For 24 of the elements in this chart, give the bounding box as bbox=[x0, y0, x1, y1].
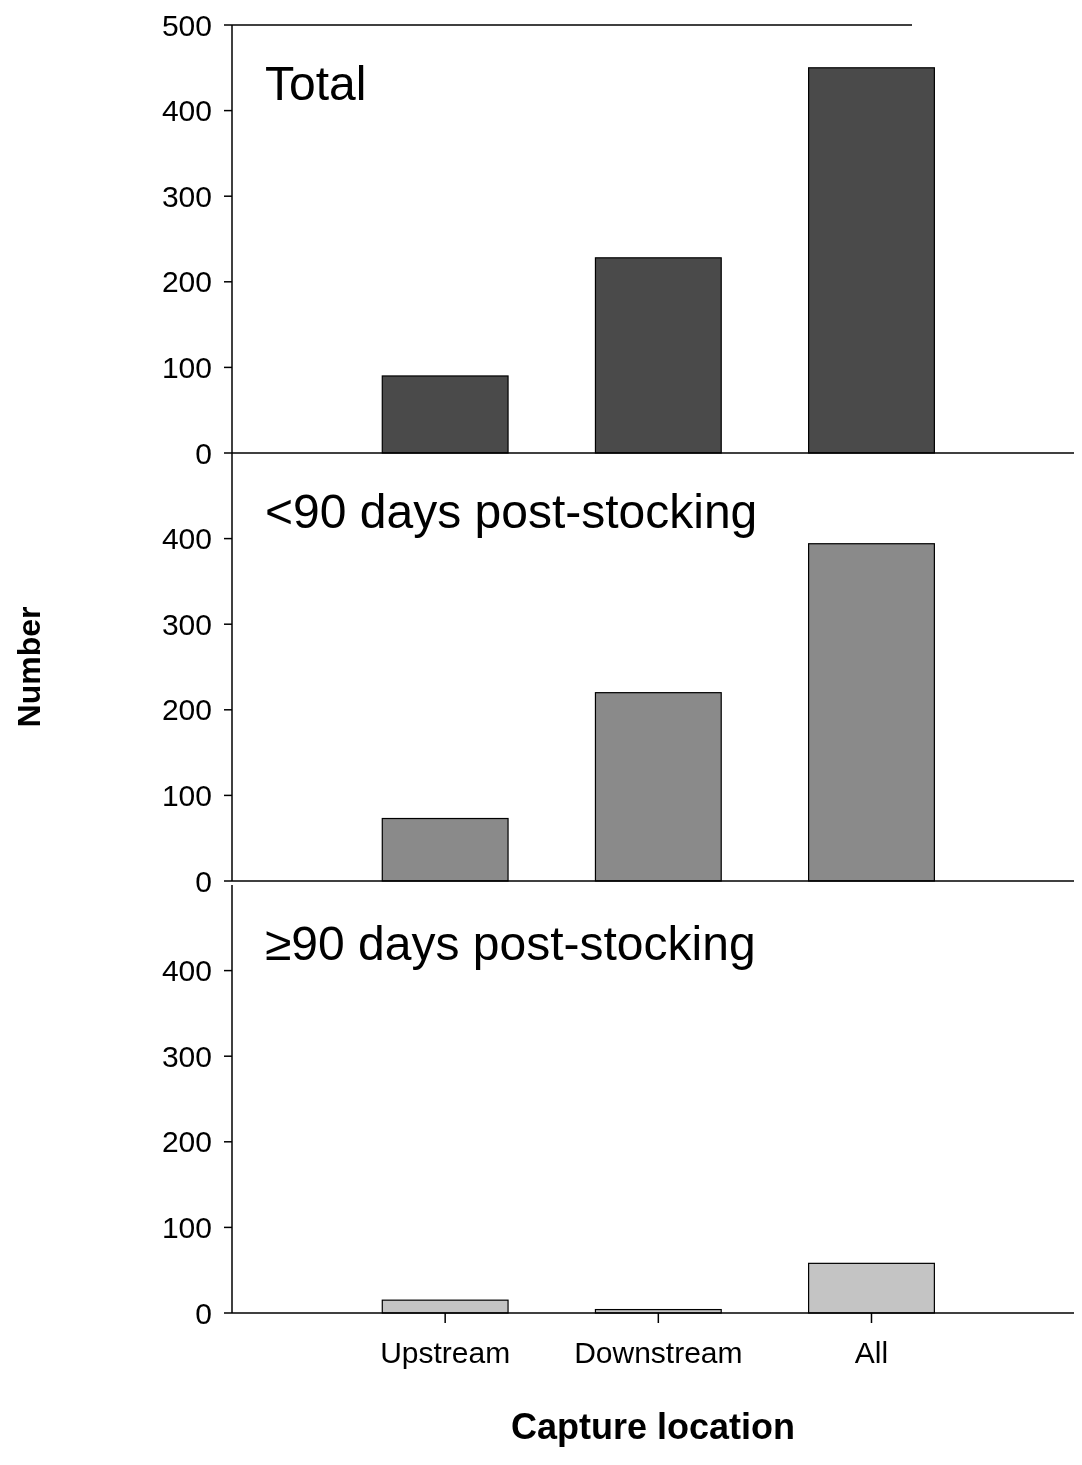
y-tick-label: 300 bbox=[161, 1039, 212, 1073]
x-axis-title: Capture location bbox=[510, 1406, 796, 1447]
text: ≥90 days post-stocking bbox=[265, 917, 756, 970]
y-tick-label: 400 bbox=[161, 954, 212, 988]
y-tick-label: 200 bbox=[161, 1125, 212, 1159]
x-tick-label: Downstream bbox=[574, 1336, 743, 1369]
y-tick-label: 400 bbox=[161, 94, 212, 128]
y-tick-label: 200 bbox=[161, 265, 212, 299]
y-tick-label: 0 bbox=[195, 436, 212, 470]
y-axis-title: Number bbox=[11, 606, 47, 728]
y-tick-label: 100 bbox=[161, 778, 212, 812]
y-tick-label: 400 bbox=[161, 522, 212, 556]
text: <90 days post-stocking bbox=[265, 485, 758, 538]
y-tick-label: 0 bbox=[195, 864, 212, 898]
y-tick-label: 300 bbox=[161, 179, 212, 213]
x-tick-label: All bbox=[854, 1336, 889, 1369]
y-tick-label: 500 bbox=[161, 8, 212, 42]
y-tick-label: 200 bbox=[161, 693, 212, 727]
y-tick-label: 100 bbox=[161, 1210, 212, 1244]
text: Total bbox=[265, 57, 367, 110]
y-tick-label: 100 bbox=[161, 350, 212, 384]
y-tick-label: 300 bbox=[161, 607, 212, 641]
x-tick-label: Upstream bbox=[380, 1336, 511, 1369]
y-tick-label: 0 bbox=[195, 1296, 212, 1330]
